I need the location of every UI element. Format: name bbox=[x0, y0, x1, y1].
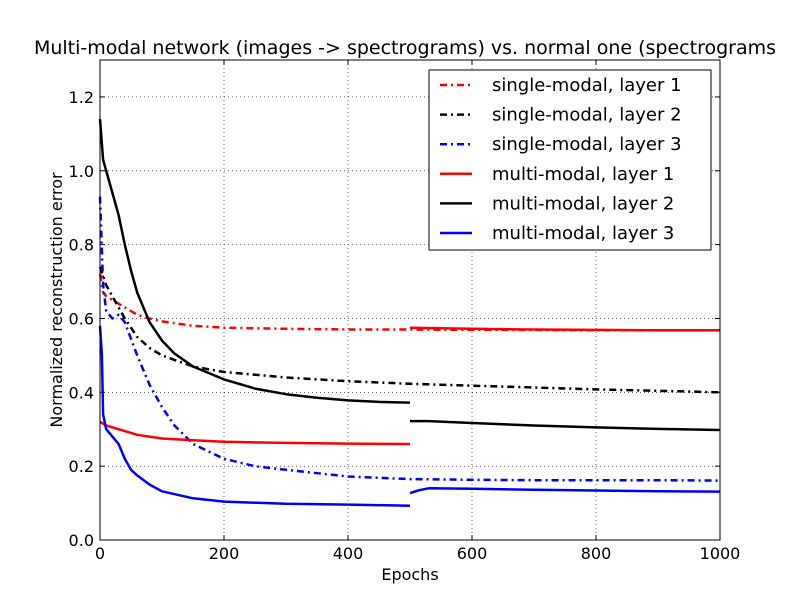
legend-label-multi-modal-layer-1: multi-modal, layer 1 bbox=[492, 164, 674, 185]
series-line-multi-modal-layer-2-segment-1 bbox=[98, 119, 411, 404]
tick-layer: 0 200 400 600 800 1000 0.0 0.2 0.4 0.6 0.8 1.0 1.2 bbox=[69, 60, 741, 563]
y-tick-label: 1.0 bbox=[69, 162, 94, 181]
y-tick-label: 0.2 bbox=[69, 457, 94, 476]
series-line-multi-modal-layer-3-segment-2 bbox=[409, 487, 721, 495]
series-line-single-modal-layer-3-segment-1 bbox=[98, 196, 721, 482]
legend: single-modal, layer 1 single-modal, layer… bbox=[428, 69, 712, 251]
x-tick-label: 800 bbox=[581, 544, 612, 563]
series-line-multi-modal-layer-2-segment-2 bbox=[410, 419, 721, 432]
x-tick-label: 0 bbox=[95, 544, 105, 563]
series-line-single-modal-layer-2-segment-1 bbox=[98, 266, 721, 394]
legend-label-single-modal-layer-1: single-modal, layer 1 bbox=[492, 75, 682, 96]
x-tick-label: 600 bbox=[457, 544, 488, 563]
x-tick-label: 200 bbox=[209, 544, 240, 563]
x-axis-label: Epochs bbox=[381, 565, 438, 584]
legend-label-single-modal-layer-3: single-modal, layer 3 bbox=[492, 134, 682, 155]
series-line-multi-modal-layer-3-segment-1 bbox=[98, 325, 411, 507]
legend-label-multi-modal-layer-2: multi-modal, layer 2 bbox=[492, 193, 674, 214]
x-tick-label: 1000 bbox=[700, 544, 741, 563]
series-line-multi-modal-layer-1-segment-2 bbox=[409, 326, 720, 332]
legend-box bbox=[428, 69, 712, 251]
plot-layer bbox=[98, 119, 721, 507]
y-tick-label: 0.8 bbox=[69, 236, 94, 255]
y-tick-label: 0.6 bbox=[69, 309, 94, 328]
y-tick-label: 1.2 bbox=[69, 88, 94, 107]
y-tick-label: 0.4 bbox=[69, 383, 94, 402]
plot-frame bbox=[99, 59, 721, 541]
series-line-multi-modal-layer-1-segment-1 bbox=[99, 420, 411, 446]
legend-label-single-modal-layer-2: single-modal, layer 2 bbox=[492, 105, 682, 126]
x-tick-label: 400 bbox=[333, 544, 364, 563]
legend-label-multi-modal-layer-3: multi-modal, layer 3 bbox=[492, 223, 674, 244]
y-axis-label: Normalized reconstruction error bbox=[47, 172, 66, 428]
series-line-single-modal-layer-1-segment-1 bbox=[98, 273, 720, 332]
chart-title: Multi-modal network (images -> spectrogr… bbox=[34, 37, 776, 59]
y-tick-label: 0.0 bbox=[69, 531, 94, 550]
